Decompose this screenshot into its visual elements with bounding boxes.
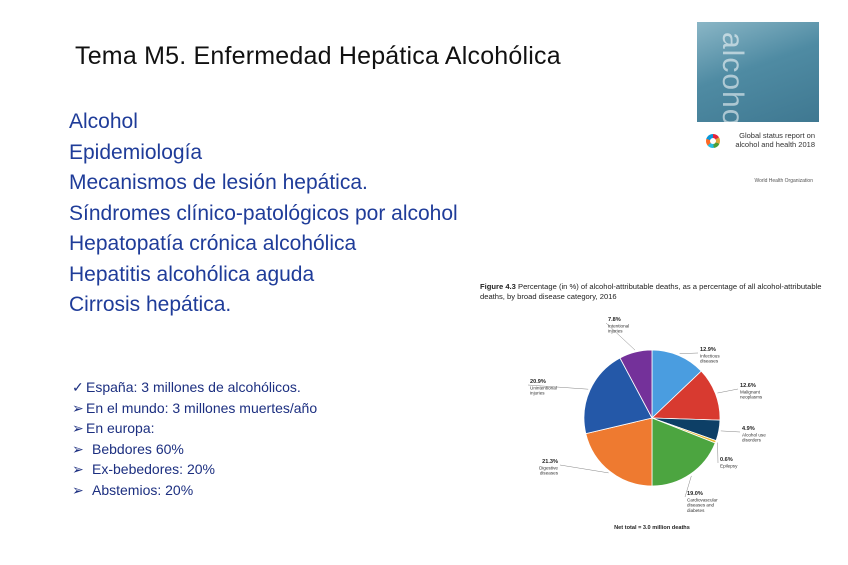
stats-list: ✓ España: 3 millones de alcohólicos. ➢ En … [72, 377, 317, 500]
slice-value-label: 19.0% [687, 491, 703, 497]
pie-labels: 12.9%Infectious diseases 12.6%Malignant neo… [530, 317, 766, 513]
slice-value-label: 7.8% [608, 317, 621, 323]
cover-title: Global status report on alcohol and heal… [735, 131, 815, 149]
checkmark-icon: ✓ [72, 379, 84, 395]
figure-caption: Figure 4.3 Percentage (in %) of alcohol-… [480, 282, 825, 302]
sdg-wheel-icon [706, 134, 720, 148]
cover-artwork: alcohol [697, 22, 819, 134]
slice-category-label: Infectious diseases [700, 354, 720, 364]
pie-chart: 12.9%Infectious diseases 12.6%Malignant neo… [527, 317, 766, 531]
leader-line [605, 322, 636, 351]
arrow-bullet-icon: ➢ [72, 440, 84, 457]
report-cover-image: alcohol Global status report on alcohol … [697, 22, 819, 190]
slice-category-label: Cardiovascular diseases and diabetes [687, 498, 718, 513]
figure-caption-text: Percentage (in %) of alcohol-attributabl… [480, 282, 822, 301]
slice-value-label: 0.6% [720, 457, 733, 463]
slice-value-label: 20.9% [530, 379, 546, 385]
topic-item: Alcohol [69, 110, 138, 133]
pie-leader-lines [527, 322, 741, 498]
stat-item: ➢ En el mundo: 3 millones muertes/año [72, 398, 317, 419]
cover-word: alcohol [716, 32, 749, 135]
arrow-bullet-icon: ➢ [72, 399, 84, 416]
topic-item: Hepatopatía crónica alcohólica [69, 232, 357, 255]
stat-text: Bebdores 60% [92, 440, 184, 457]
chart-footer: Net total = 3.0 million deaths [614, 525, 690, 531]
stat-text: Ex-bebedores: 20% [92, 461, 215, 477]
leader-line [684, 475, 692, 498]
figure-label: Figure 4.3 [480, 282, 516, 291]
topic-list: Alcohol Epidemiología Mecanismos de lesi… [69, 107, 458, 321]
stat-item: ✓ España: 3 millones de alcohólicos. [72, 377, 317, 398]
who-logo: World Health Organization [754, 178, 813, 184]
slice-value-label: 12.6% [740, 383, 756, 389]
arrow-bullet-icon: ➢ [72, 481, 84, 498]
slice-category-label: Epilepsy [720, 464, 738, 469]
leader-line [527, 384, 589, 390]
pie-slice-intentional-injuries [619, 349, 653, 419]
slide-title: Tema M5. Enfermedad Hepática Alcohólica [75, 42, 561, 70]
stat-text: España: 3 millones de alcohólicos. [86, 379, 301, 395]
slice-value-label: 12.9% [700, 347, 716, 353]
arrow-bullet-icon: ➢ [72, 461, 84, 477]
slice-category-label: Alcohol use disorders [742, 433, 766, 443]
topic-item: Hepatitis alcohólica aguda [69, 262, 315, 286]
topic-item: Síndromes clínico-patológicos por alcoho… [69, 201, 458, 225]
stat-text: En europa: [86, 420, 155, 436]
leader-line [720, 430, 741, 433]
leader-line [559, 464, 609, 474]
slice-category-label: Unintentional injuries [530, 386, 557, 396]
slice-category-label: Digestive diseases [539, 466, 559, 476]
stat-item: ➢ En europa: [72, 418, 317, 439]
slice-category-label: Intentional injuries [608, 324, 629, 334]
stat-text: Abstemios: 20% [92, 481, 194, 498]
topic-item: Cirrosis hepática. [69, 293, 232, 316]
slice-category-label: Malignant neoplasms [740, 390, 763, 400]
stat-text: En el mundo: 3 millones muertes/año [86, 399, 318, 416]
topic-item: Mecanismos de lesión hepática. [69, 171, 368, 194]
leader-line [717, 388, 739, 394]
stat-item: ➢ Bebdores 60% [72, 439, 317, 460]
topic-item: Epidemiología [69, 140, 203, 164]
slice-value-label: 21.3% [542, 459, 558, 465]
pie-slices [583, 349, 721, 487]
stat-item: ➢ Ex-bebedores: 20% [72, 459, 317, 480]
pie-slice-infectious-diseases [651, 349, 702, 419]
leader-line [679, 352, 699, 354]
arrow-bullet-icon: ➢ [72, 420, 84, 436]
stat-item: ➢ Abstemios: 20% [72, 480, 317, 501]
pie-slice-cardiovascular-diseases-and-diabetes [651, 417, 716, 487]
pie-slice-unintentional-injuries [583, 357, 653, 435]
slice-value-label: 4.9% [742, 426, 755, 432]
pie-slice-digestive-diseases [585, 417, 653, 487]
